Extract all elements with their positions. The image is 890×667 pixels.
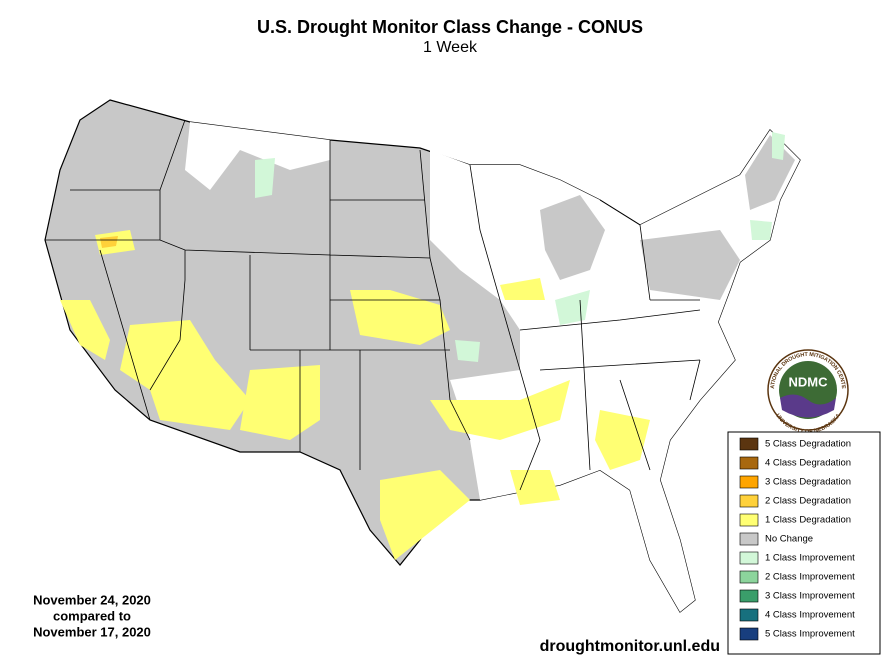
legend-label: 1 Class Degradation	[765, 515, 851, 526]
gray-michigan	[540, 195, 605, 280]
region	[60, 300, 110, 360]
legend-label: 5 Class Degradation	[765, 439, 851, 450]
region	[500, 278, 545, 300]
legend-swatch	[739, 532, 759, 546]
logo-wave	[780, 394, 836, 418]
unchanged-white-north	[185, 122, 330, 190]
region	[255, 158, 275, 198]
legend-label: 3 Class Improvement	[765, 591, 855, 602]
legend-label: 2 Class Improvement	[765, 572, 855, 583]
legend-swatch	[739, 608, 759, 622]
subtitle: 1 Week	[423, 39, 478, 56]
gray-east	[640, 230, 740, 300]
legend-swatch	[739, 570, 759, 584]
legend-swatch	[739, 589, 759, 603]
region	[380, 470, 470, 560]
legend-swatch	[739, 437, 759, 451]
state-borders	[45, 119, 701, 491]
source-url[interactable]: droughtmonitor.unl.edu	[540, 638, 720, 655]
legend-swatch	[739, 627, 759, 641]
region	[350, 290, 450, 345]
legend-swatch	[739, 513, 759, 527]
date-line: compared to	[53, 608, 131, 623]
legend-label: 2 Class Degradation	[765, 496, 851, 507]
map	[44, 99, 801, 613]
logo-abbr: NDMC	[789, 374, 829, 389]
legend-label: 4 Class Improvement	[765, 610, 855, 621]
legend-swatch	[739, 551, 759, 565]
legend-label: No Change	[765, 534, 813, 545]
legend-label: 4 Class Degradation	[765, 458, 851, 469]
region	[120, 320, 250, 430]
degradation-areas	[60, 230, 650, 560]
legend-label: 5 Class Improvement	[765, 629, 855, 640]
legend-swatch	[739, 456, 759, 470]
region	[510, 470, 560, 505]
legend-swatch	[739, 494, 759, 508]
region	[430, 380, 570, 440]
improvement-areas	[255, 132, 785, 362]
date-line: November 24, 2020	[33, 592, 151, 607]
legend-label: 1 Class Improvement	[765, 553, 855, 564]
legend-label: 3 Class Degradation	[765, 477, 851, 488]
region	[772, 132, 785, 160]
date-line: November 17, 2020	[33, 624, 151, 639]
legend: 5 Class Degradation 4 Class Degradation 3 …	[739, 437, 855, 641]
dates: November 24, 2020 compared to November 1…	[33, 592, 151, 639]
region	[595, 410, 650, 470]
legend-swatch	[739, 475, 759, 489]
title: U.S. Drought Monitor Class Change - CONU…	[257, 17, 643, 37]
region	[100, 236, 118, 248]
region	[750, 220, 772, 240]
region	[455, 340, 480, 362]
